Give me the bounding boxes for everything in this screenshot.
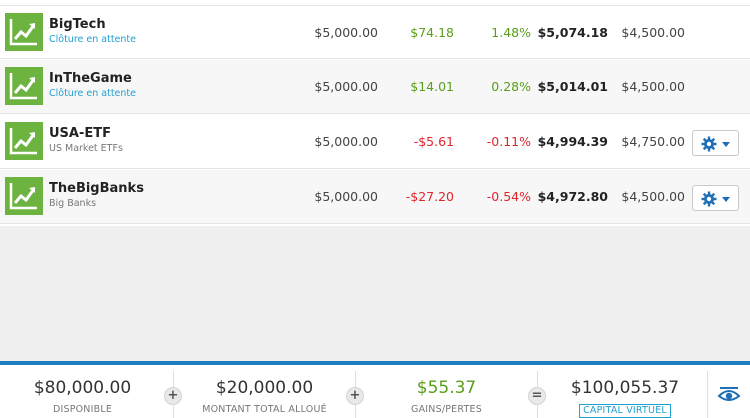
eye-icon[interactable] xyxy=(717,385,741,403)
stop-loss-value: $4,500.00 xyxy=(621,79,685,94)
profit-loss-value: -$27.20 xyxy=(405,189,454,204)
chevron-down-icon xyxy=(722,197,730,202)
profit-value: $55.37 xyxy=(416,378,477,398)
profit-loss-percent: -0.54% xyxy=(486,189,531,204)
invested-amount: $5,000.00 xyxy=(314,79,378,94)
divider xyxy=(707,371,708,418)
portfolio-name[interactable]: BigTech xyxy=(49,17,106,32)
allocated-label: MONTANT TOTAL ALLOUÉ xyxy=(202,404,327,415)
portfolio-description: Big Banks xyxy=(49,198,97,209)
plus-operator: + xyxy=(164,387,182,405)
virtual-capital-label-wrap: CAPITAL VIRTUEL xyxy=(546,404,704,418)
invested-amount: $5,000.00 xyxy=(314,134,378,149)
invested-amount: $5,000.00 xyxy=(314,25,378,40)
equity-value: $4,972.80 xyxy=(537,189,608,204)
allocated-value: $20,000.00 xyxy=(215,378,314,398)
summary-footer: $80,000.00 DISPONIBLE + $20,000.00 MONTA… xyxy=(0,361,750,418)
settings-dropdown-button[interactable] xyxy=(692,185,739,211)
profit-loss-value: $14.01 xyxy=(410,79,454,94)
profit-loss-percent: 0.28% xyxy=(491,79,531,94)
plus-operator: + xyxy=(346,387,364,405)
stop-loss-value: $4,750.00 xyxy=(621,134,685,149)
profit-loss-value: -$5.61 xyxy=(413,134,454,149)
portfolio-status: Clôture en attente xyxy=(49,88,136,99)
stop-loss-value: $4,500.00 xyxy=(621,189,685,204)
profit-loss-percent: -0.11% xyxy=(486,134,531,149)
equity-value: $5,074.18 xyxy=(537,25,608,40)
chart-up-icon xyxy=(5,67,43,105)
profit-loss-value: $74.18 xyxy=(410,25,454,40)
portfolio-name[interactable]: USA-ETF xyxy=(49,126,112,141)
available-summary: $80,000.00 DISPONIBLE xyxy=(0,365,165,418)
settings-dropdown-button[interactable] xyxy=(692,130,739,156)
portfolio-name[interactable]: InTheGame xyxy=(49,71,132,86)
chevron-down-icon xyxy=(722,142,730,147)
portfolio-row-inthegame[interactable]: InTheGame Clôture en attente $5,000.00 $… xyxy=(0,60,750,114)
portfolio-name[interactable]: TheBigBanks xyxy=(49,181,144,196)
equity-value: $4,994.39 xyxy=(537,134,608,149)
equity-value: $5,014.01 xyxy=(537,79,608,94)
chart-up-icon xyxy=(5,177,43,215)
gear-icon xyxy=(701,136,717,152)
profit-loss-percent: 1.48% xyxy=(491,25,531,40)
empty-area xyxy=(0,226,750,361)
virtual-capital-value: $100,055.37 xyxy=(570,378,680,398)
equals-operator: = xyxy=(528,387,546,405)
profit-label: GAINS/PERTES xyxy=(411,404,482,415)
allocated-summary: $20,000.00 MONTANT TOTAL ALLOUÉ xyxy=(182,365,347,418)
gear-icon xyxy=(701,191,717,207)
virtual-capital-label[interactable]: CAPITAL VIRTUEL xyxy=(579,404,671,418)
portfolio-row-thebigbanks[interactable]: TheBigBanks Big Banks $5,000.00 -$27.20 … xyxy=(0,170,750,224)
chart-up-icon xyxy=(5,122,43,160)
profit-summary: $55.37 GAINS/PERTES xyxy=(364,365,529,418)
portfolio-row-usa-etf[interactable]: USA-ETF US Market ETFs $5,000.00 -$5.61 … xyxy=(0,115,750,169)
virtual-capital-summary: $100,055.37 CAPITAL VIRTUEL xyxy=(546,365,704,418)
available-value: $80,000.00 xyxy=(33,378,132,398)
portfolio-status: Clôture en attente xyxy=(49,34,136,45)
stop-loss-value: $4,500.00 xyxy=(621,25,685,40)
invested-amount: $5,000.00 xyxy=(314,189,378,204)
portfolio-row-bigtech[interactable]: BigTech Clôture en attente $5,000.00 $74… xyxy=(0,5,750,59)
portfolio-description: US Market ETFs xyxy=(49,143,123,154)
chart-up-icon xyxy=(5,13,43,51)
available-label: DISPONIBLE xyxy=(52,404,113,415)
